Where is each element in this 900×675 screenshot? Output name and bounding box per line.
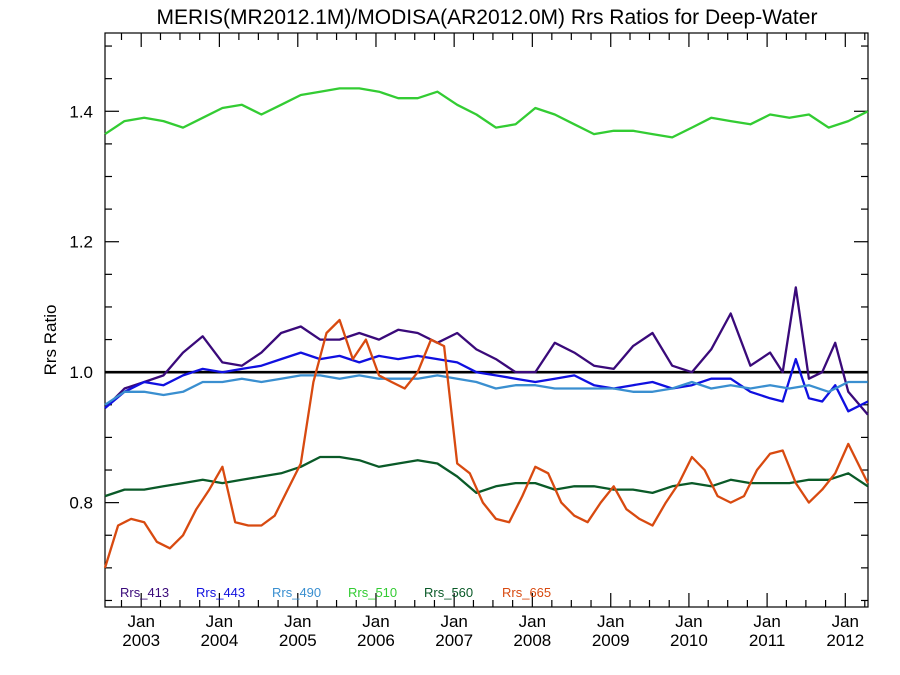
x-tick-label-year: 2005 [279,631,317,650]
x-axis-tick-labels: Jan2003Jan2004Jan2005Jan2006Jan2007Jan20… [122,612,864,650]
y-tick-label: 1.0 [69,363,93,382]
x-tick-label-year: 2003 [122,631,160,650]
legend: Rrs_413 Rrs_443 Rrs_490 Rrs_510 Rrs_560 Rrs_6… [120,585,551,600]
y-tick-label: 1.4 [69,102,93,121]
x-tick-label-year: 2004 [200,631,238,650]
x-tick-label-month: Jan [675,612,702,631]
x-tick-label-year: 2008 [513,631,551,650]
legend-entry-rrs-443: Rrs_443 [196,585,245,600]
y-axis-tick-labels: 0.8 1.0 1.2 1.4 [69,102,93,512]
x-tick-label-year: 2012 [826,631,864,650]
x-tick-label-month: Jan [519,612,546,631]
x-tick-label-month: Jan [832,612,859,631]
series-line-rrs-560 [104,455,869,498]
series-line-rrs-443 [104,351,869,413]
y-axis-label: Rrs Ratio [41,305,60,376]
chart-title: MERIS(MR2012.1M)/MODISA(AR2012.0M) Rrs R… [157,6,818,29]
legend-entry-rrs-510: Rrs_510 [348,585,397,600]
series-line-rrs-665 [103,318,869,569]
series-group [103,87,869,569]
x-tick-label-month: Jan [127,612,154,631]
y-tick-label: 1.2 [69,233,93,252]
legend-entry-rrs-560: Rrs_560 [424,585,473,600]
x-tick-label-year: 2007 [435,631,473,650]
series-line-rrs-510 [104,87,869,139]
x-tick-label-month: Jan [753,612,780,631]
x-tick-label-month: Jan [284,612,311,631]
legend-entry-rrs-665: Rrs_665 [502,585,551,600]
plot-frame [104,32,869,608]
x-tick-label-month: Jan [362,612,389,631]
x-tick-label-year: 2010 [670,631,708,650]
x-tick-label-year: 2011 [749,631,786,650]
x-tick-label-year: 2006 [357,631,395,650]
x-tick-label-month: Jan [440,612,467,631]
series-line-rrs-413 [104,286,869,416]
legend-entry-rrs-490: Rrs_490 [272,585,321,600]
x-tick-label-month: Jan [597,612,624,631]
x-tick-label-month: Jan [206,612,233,631]
x-tick-label-year: 2009 [592,631,630,650]
axis-ticks [105,33,868,607]
series-line-rrs-490 [104,374,868,406]
y-tick-label: 0.8 [69,494,93,513]
legend-entry-rrs-413: Rrs_413 [120,585,169,600]
